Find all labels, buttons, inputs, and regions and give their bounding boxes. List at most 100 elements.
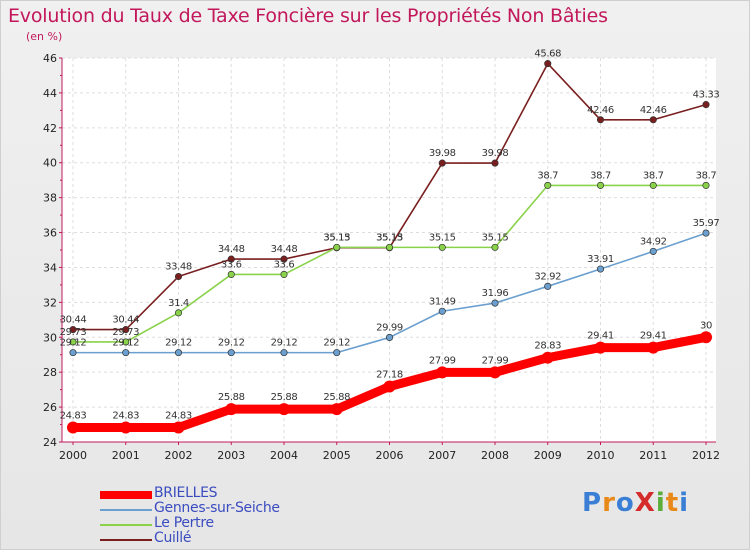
data-point-gennes-sur-seiche: [69, 349, 77, 357]
data-point-gennes-sur-seiche: [227, 349, 235, 357]
data-point-cuille: [438, 159, 446, 167]
data-point-gennes-sur-seiche: [385, 333, 394, 341]
data-label-brielles: 29.41: [640, 331, 667, 342]
data-label-gennes-sur-seiche: 31.96: [482, 288, 509, 299]
y-tick-label: 28: [43, 366, 57, 379]
data-label-gennes-sur-seiche: 29.12: [323, 338, 350, 349]
data-point-gennes-sur-seiche: [702, 229, 710, 237]
data-point-le-pertre: [544, 181, 552, 189]
data-label-le-pertre: 29.73: [112, 327, 139, 338]
data-label-le-pertre: 38.7: [696, 170, 717, 181]
x-tick-label: 2007: [428, 449, 456, 462]
data-point-brielles: [647, 341, 660, 354]
x-tick-label: 2006: [376, 449, 404, 462]
x-tick-label: 2008: [481, 449, 509, 462]
data-point-brielles: [383, 380, 396, 393]
data-label-brielles: 29.41: [587, 331, 614, 342]
data-point-brielles: [436, 366, 449, 379]
data-label-gennes-sur-seiche: 29.12: [112, 338, 139, 349]
data-label-brielles: 27.99: [482, 355, 509, 366]
data-label-brielles: 24.83: [60, 411, 87, 422]
legend-swatch: [100, 490, 152, 499]
data-label-le-pertre: 29.73: [60, 327, 87, 338]
data-label-cuille: 39.98: [429, 148, 456, 159]
x-tick-label: 2000: [59, 449, 87, 462]
x-tick-label: 2012: [692, 449, 720, 462]
data-label-le-pertre: 35.15: [482, 232, 509, 243]
data-point-cuille: [227, 255, 235, 263]
x-tick-label: 2011: [639, 449, 667, 462]
data-point-brielles: [489, 366, 501, 379]
data-label-le-pertre: 35.15: [323, 232, 350, 243]
data-label-brielles: 25.88: [323, 392, 350, 403]
data-point-cuille: [280, 255, 288, 263]
data-point-brielles: [225, 403, 238, 416]
data-point-gennes-sur-seiche: [596, 265, 605, 273]
legend-label: Cuillé: [154, 530, 192, 546]
legend-label: Le Pertre: [154, 515, 214, 531]
x-tick-label: 2002: [165, 449, 193, 462]
data-point-cuille: [702, 101, 710, 109]
data-point-cuille: [174, 272, 183, 281]
data-label-gennes-sur-seiche: 35.97: [693, 218, 720, 229]
data-point-gennes-sur-seiche: [280, 349, 288, 357]
data-label-le-pertre: 33.6: [221, 259, 242, 270]
data-point-brielles: [700, 331, 712, 344]
data-point-cuille: [491, 159, 499, 167]
data-point-gennes-sur-seiche: [491, 299, 499, 307]
legend-label: Gennes-sur-Seiche: [154, 500, 280, 516]
data-point-le-pertre: [596, 181, 605, 189]
y-tick-label: 42: [43, 122, 57, 135]
data-point-le-pertre: [491, 243, 499, 251]
data-label-gennes-sur-seiche: 34.92: [640, 236, 667, 247]
data-point-gennes-sur-seiche: [122, 349, 130, 357]
data-label-brielles: 24.83: [112, 411, 139, 422]
data-label-gennes-sur-seiche: 32.92: [534, 271, 561, 282]
data-label-le-pertre: 38.7: [590, 170, 611, 181]
data-label-cuille: 34.48: [218, 244, 245, 255]
y-tick-label: 46: [43, 52, 57, 65]
data-point-brielles: [67, 421, 79, 434]
data-label-le-pertre: 35.15: [429, 232, 456, 243]
data-label-gennes-sur-seiche: 29.12: [218, 338, 245, 349]
data-label-brielles: 25.88: [218, 392, 245, 403]
data-label-brielles: 30: [700, 320, 712, 331]
data-label-cuille: 42.46: [640, 105, 667, 116]
logo-letter: X: [634, 488, 656, 518]
data-label-gennes-sur-seiche: 33.91: [587, 254, 614, 265]
data-label-cuille: 30.44: [112, 315, 139, 326]
data-label-cuille: 33.48: [165, 262, 192, 273]
data-label-brielles: 25.88: [271, 392, 298, 403]
x-tick-label: 2005: [323, 449, 351, 462]
data-point-cuille: [649, 116, 657, 124]
data-point-gennes-sur-seiche: [174, 349, 183, 357]
y-tick-label: 38: [43, 192, 57, 205]
data-label-le-pertre: 35.15: [376, 232, 403, 243]
data-label-brielles: 27.99: [429, 355, 456, 366]
data-point-brielles: [172, 421, 185, 434]
data-label-gennes-sur-seiche: 29.12: [165, 338, 192, 349]
y-tick-label: 34: [43, 261, 57, 274]
data-label-le-pertre: 33.6: [274, 259, 295, 270]
x-tick-label: 2003: [217, 449, 245, 462]
data-point-brielles: [119, 421, 132, 434]
data-point-le-pertre: [280, 270, 288, 278]
data-point-le-pertre: [333, 243, 341, 251]
axes: 24 26 28 30 32 34 36 38 40 42 44 46 2000 2001 2002 2003…: [43, 52, 720, 462]
data-label-cuille: 39.98: [482, 148, 509, 159]
data-label-brielles: 24.83: [165, 411, 192, 422]
x-tick-label: 2004: [270, 449, 298, 462]
legend-swatch: [100, 538, 152, 541]
data-label-le-pertre: 38.7: [537, 170, 558, 181]
legend-label: BRIELLES: [154, 485, 218, 501]
legend-swatch: [100, 508, 152, 511]
data-point-le-pertre: [122, 338, 130, 346]
data-point-cuille: [69, 326, 77, 334]
y-tick-label: 26: [43, 401, 57, 414]
data-label-gennes-sur-seiche: 29.12: [60, 338, 87, 349]
chart-title: Evolution du Taux de Taxe Foncière sur l…: [8, 5, 608, 27]
data-point-brielles: [278, 403, 290, 416]
data-point-brielles: [330, 403, 343, 416]
data-point-gennes-sur-seiche: [649, 247, 657, 255]
